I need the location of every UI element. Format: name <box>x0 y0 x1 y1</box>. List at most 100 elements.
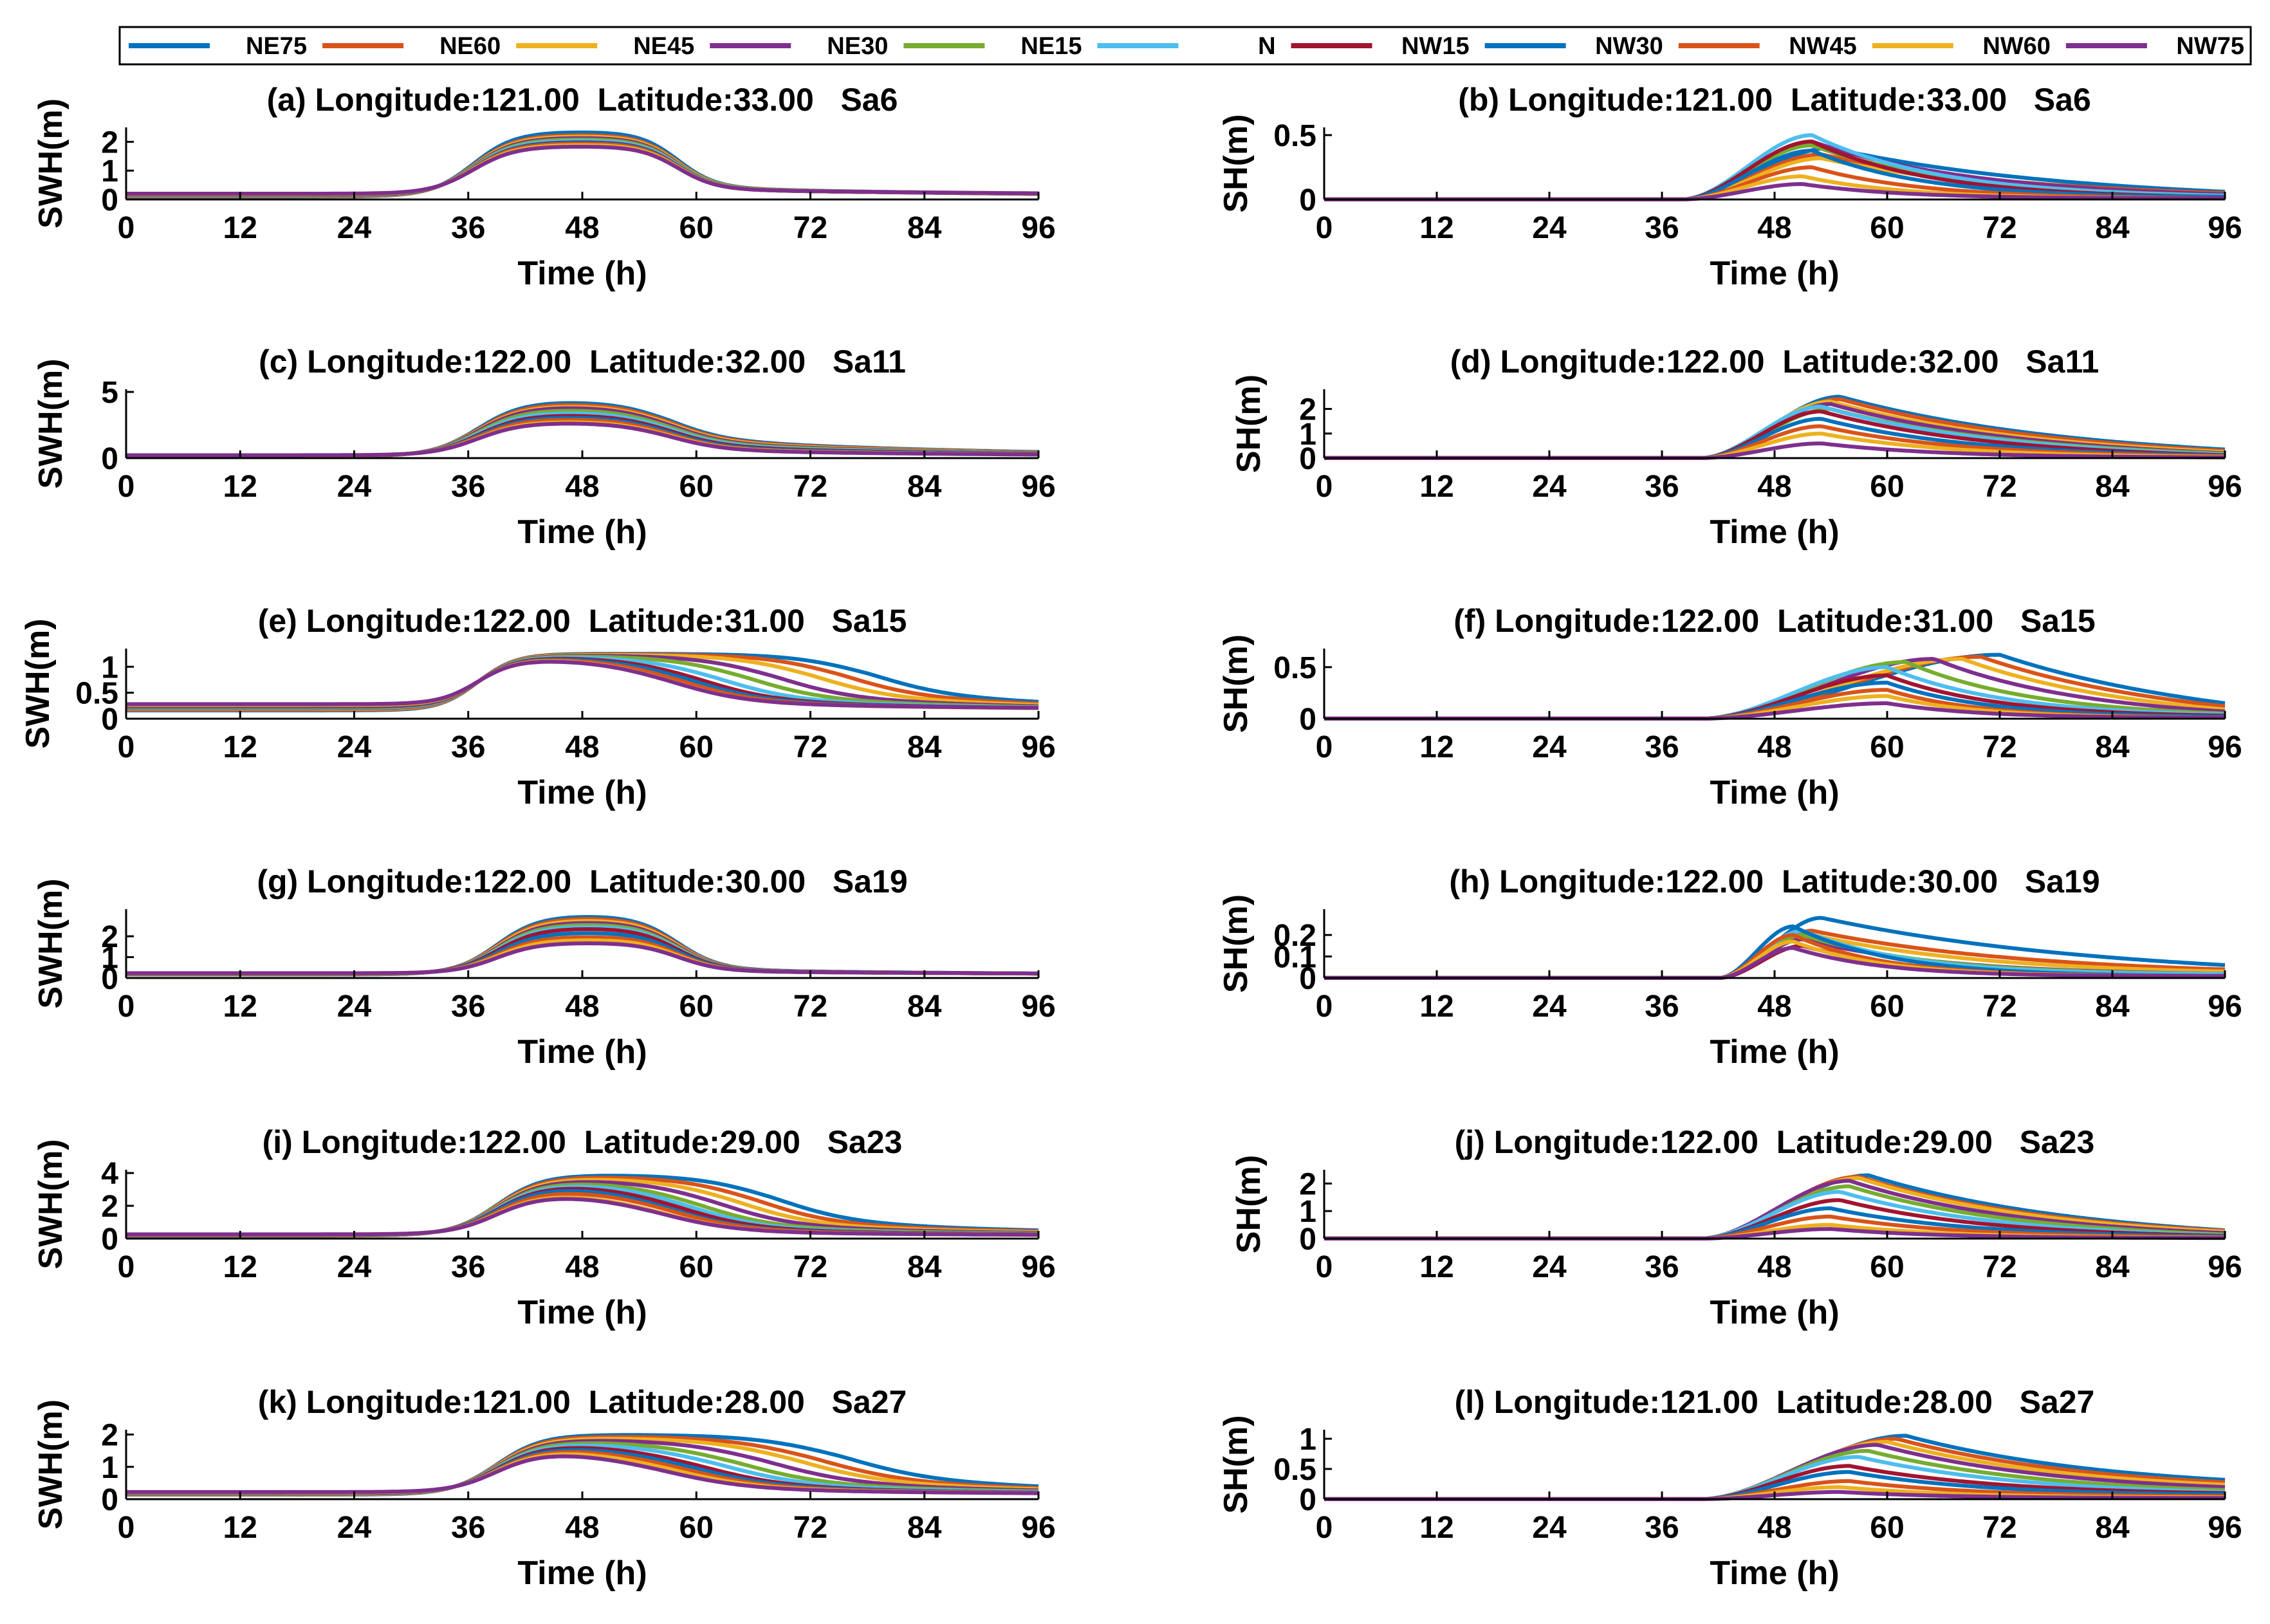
y-tick-label: 1 <box>101 1451 118 1485</box>
x-tick-label: 72 <box>793 1511 827 1545</box>
x-tick-label: 84 <box>907 470 942 504</box>
x-tick-label: 36 <box>1645 990 1679 1024</box>
y-tick-label: 0 <box>1299 442 1316 476</box>
x-tick-label: 48 <box>1757 211 1791 245</box>
x-tick-label: 48 <box>1757 730 1791 764</box>
y-tick-label: 1 <box>1299 1423 1316 1457</box>
x-tick-label: 72 <box>1982 1511 2016 1545</box>
x-axis-label: Time (h) <box>1710 513 1839 551</box>
x-tick-label: 0 <box>1316 470 1333 504</box>
y-tick-label: 1 <box>1299 1195 1316 1229</box>
legend-label-ne60: NE60 <box>439 33 501 60</box>
x-tick-label: 24 <box>1532 990 1567 1024</box>
x-tick-label: 36 <box>451 1511 485 1545</box>
x-tick-label: 0 <box>1316 990 1333 1024</box>
y-tick-label: 1 <box>101 941 118 975</box>
x-tick-label: 12 <box>1419 470 1453 504</box>
y-tick-label: 2 <box>1299 1167 1316 1201</box>
series-line-nw75 <box>126 1454 1038 1495</box>
x-tick-label: 60 <box>679 211 714 245</box>
chart-panel-e: (e) Longitude:122.00 Latitude:31.00 Sa15… <box>19 603 1056 811</box>
x-tick-label: 60 <box>679 730 714 764</box>
x-tick-label: 72 <box>1982 1250 2016 1284</box>
y-tick-label: 0 <box>101 962 118 996</box>
chart-title: (c) Longitude:122.00 Latitude:32.00 Sa11 <box>259 344 906 380</box>
series-line-nw75 <box>126 421 1039 457</box>
x-tick-label: 36 <box>1645 1250 1679 1284</box>
y-tick-label: 0.5 <box>1273 119 1316 153</box>
x-tick-label: 72 <box>793 1250 827 1284</box>
x-tick-label: 48 <box>1757 470 1791 504</box>
chart-panel-g: (g) Longitude:122.00 Latitude:30.00 Sa19… <box>32 863 1056 1071</box>
x-tick-label: 36 <box>451 990 485 1024</box>
panels: (a) Longitude:121.00 Latitude:33.00 Sa6 0… <box>19 82 2242 1592</box>
legend: NE75 NE60 NE45 NE30 NE15 N NW15 NW30 NW45 NW60 NW7… <box>118 26 2252 66</box>
x-tick-label: 84 <box>907 211 942 245</box>
legend-label-nw30: NW30 <box>1595 33 1663 60</box>
x-tick-label: 48 <box>1757 990 1791 1024</box>
chart-panel-j: (j) Longitude:122.00 Latitude:29.00 Sa23… <box>1230 1124 2242 1331</box>
y-tick-label: 1 <box>1299 418 1316 452</box>
legend-label-ne30: NE30 <box>827 33 888 60</box>
x-axis-label: Time (h) <box>517 513 647 551</box>
series-line-nw75 <box>126 1197 1038 1237</box>
x-tick-label: 24 <box>337 990 372 1024</box>
x-tick-label: 12 <box>223 1250 257 1284</box>
x-tick-label: 24 <box>1532 1250 1567 1284</box>
x-tick-label: 60 <box>679 1250 714 1284</box>
x-tick-label: 96 <box>1021 990 1055 1024</box>
x-tick-label: 48 <box>565 1511 599 1545</box>
x-tick-label: 12 <box>1419 211 1453 245</box>
y-tick-label: 0.5 <box>75 677 118 711</box>
x-tick-label: 72 <box>1982 470 2016 504</box>
legend-label-nw60: NW60 <box>1982 33 2051 60</box>
x-tick-label: 0 <box>118 211 135 245</box>
x-tick-label: 24 <box>1532 211 1567 245</box>
chart-panel-h: (h) Longitude:122.00 Latitude:30.00 Sa19… <box>1217 863 2242 1071</box>
y-tick-label: 0.5 <box>1273 651 1316 685</box>
y-tick-label: 0 <box>1299 183 1316 217</box>
y-axis-label: SH(m) <box>1230 1155 1268 1253</box>
x-tick-label: 36 <box>451 211 485 245</box>
x-tick-label: 48 <box>565 1250 599 1284</box>
y-tick-label: 0 <box>101 1483 118 1517</box>
y-axis-label: SWH(m) <box>19 618 57 748</box>
x-tick-label: 96 <box>2208 990 2242 1024</box>
x-tick-label: 36 <box>451 730 485 764</box>
x-tick-label: 84 <box>2095 1250 2130 1284</box>
y-axis-label: SWH(m) <box>32 878 69 1008</box>
chart-title: (i) Longitude:122.00 Latitude:29.00 Sa23 <box>263 1124 903 1160</box>
y-tick-label: 0 <box>101 442 118 476</box>
x-tick-label: 60 <box>679 1511 714 1545</box>
y-axis-label: SWH(m) <box>32 358 69 488</box>
series-line-nw75 <box>126 660 1038 710</box>
x-tick-label: 60 <box>1870 1250 1904 1284</box>
x-tick-label: 0 <box>1316 211 1333 245</box>
x-tick-label: 84 <box>2095 730 2130 764</box>
y-tick-label: 2 <box>101 1190 118 1224</box>
chart-panel-l: (l) Longitude:121.00 Latitude:28.00 Sa27… <box>1217 1384 2242 1592</box>
x-tick-label: 0 <box>118 1511 135 1545</box>
chart-panel-i: (i) Longitude:122.00 Latitude:29.00 Sa23… <box>32 1124 1056 1331</box>
x-tick-label: 48 <box>565 730 599 764</box>
chart-title: (h) Longitude:122.00 Latitude:30.00 Sa19 <box>1449 863 2099 900</box>
x-tick-label: 12 <box>1419 730 1453 764</box>
y-tick-label: 0 <box>101 1223 118 1257</box>
x-axis-label: Time (h) <box>1710 255 1839 292</box>
x-tick-label: 84 <box>2095 990 2130 1024</box>
legend-label-nw45: NW45 <box>1789 33 1857 60</box>
x-tick-label: 36 <box>451 470 485 504</box>
x-tick-label: 48 <box>565 470 599 504</box>
y-axis-label: SH(m) <box>1217 634 1255 733</box>
x-tick-label: 24 <box>337 1511 372 1545</box>
x-tick-label: 84 <box>907 1511 942 1545</box>
x-tick-label: 12 <box>1419 1250 1453 1284</box>
x-tick-label: 60 <box>1870 470 1904 504</box>
x-tick-label: 0 <box>118 470 135 504</box>
x-tick-label: 12 <box>223 730 257 764</box>
y-tick-label: 0 <box>1299 703 1316 737</box>
x-tick-label: 24 <box>337 730 372 764</box>
series-line-nw75 <box>126 941 1038 975</box>
x-tick-label: 96 <box>1021 211 1055 245</box>
y-tick-label: 0.1 <box>1273 941 1316 975</box>
